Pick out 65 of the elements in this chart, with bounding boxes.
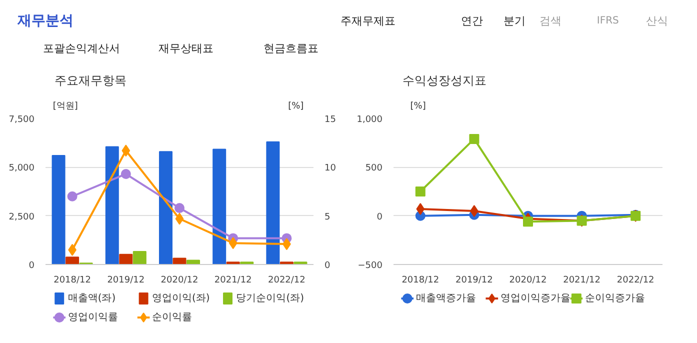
legend-label: 영업이익률 (68, 312, 118, 323)
y-tick-label: 2,500 (8, 212, 35, 222)
legend-label: 순이익률 (152, 312, 192, 323)
bar (105, 146, 119, 264)
x-tick-label: 2019/12 (107, 276, 145, 286)
y-axis-title: [%] (410, 102, 426, 112)
text: 분기 (503, 14, 526, 28)
bar (119, 254, 133, 264)
x-tick-label: 2022/12 (268, 276, 306, 286)
text: 현금흐름표 (264, 42, 319, 55)
y-tick-label: 0 (28, 261, 35, 271)
x-tick-label: 2019/12 (456, 276, 493, 286)
point (174, 203, 184, 214)
y-tick-label: 0 (376, 212, 383, 222)
point (120, 168, 131, 179)
x-tick-label: 2021/12 (563, 276, 600, 286)
point (523, 216, 533, 227)
y-tick-label: 500 (365, 164, 383, 174)
text: IFRS (596, 15, 619, 26)
bar (186, 260, 200, 264)
text: 포괄손익계산서 (42, 42, 120, 55)
x-tick-label: 2022/12 (616, 276, 654, 286)
text: 검색 (540, 14, 562, 28)
text: 재무분석 (16, 12, 74, 29)
bar (266, 141, 280, 264)
point (228, 237, 238, 250)
y-tick-label: 5,000 (8, 164, 35, 174)
legend-label: 순이익증가율 (584, 293, 645, 304)
legend-label: 매출액(좌) (68, 293, 116, 304)
legend-label: 영업이익증가율 (500, 293, 570, 304)
y-axis-title: [억원] (52, 102, 78, 112)
y2-tick-label: 15 (324, 115, 336, 125)
y2-tick-label: 5 (324, 212, 330, 222)
bar (158, 151, 172, 264)
x-tick-label: 2018/12 (402, 276, 440, 286)
point (67, 191, 78, 202)
text: 주재무제표 (340, 14, 396, 28)
point (122, 144, 130, 157)
legend-label: 영업이익(좌) (152, 293, 210, 304)
bar (172, 258, 186, 264)
bar (132, 250, 146, 264)
text: 산식 (646, 14, 668, 28)
y-tick-label: −500 (358, 261, 383, 271)
x-tick-label: 2020/12 (509, 276, 547, 286)
point (175, 212, 184, 225)
point (415, 186, 426, 196)
y2-tick-label: 0 (324, 261, 330, 271)
bar (212, 148, 226, 264)
point (469, 134, 480, 144)
x-tick-label: 2018/12 (54, 276, 91, 286)
y2-tick-label: 10 (324, 164, 336, 174)
legend-label: 매출액증가율 (416, 293, 476, 304)
x-tick-label: 2020/12 (160, 276, 198, 286)
y2-axis-title: [%] (288, 102, 304, 112)
chart-title: 주요재무항목 (54, 74, 127, 88)
bar (66, 256, 80, 264)
text: 연간 (460, 14, 483, 28)
chart-title: 수익성장성지표 (402, 74, 487, 88)
x-tick-label: 2021/12 (214, 276, 252, 286)
legend-label: 당기순이익(좌) (236, 293, 304, 304)
point (416, 203, 425, 216)
bar (52, 154, 66, 264)
y-tick-label: 1,000 (356, 115, 383, 125)
text: 재무상태표 (158, 42, 214, 55)
y-tick-label: 7,500 (8, 115, 35, 125)
